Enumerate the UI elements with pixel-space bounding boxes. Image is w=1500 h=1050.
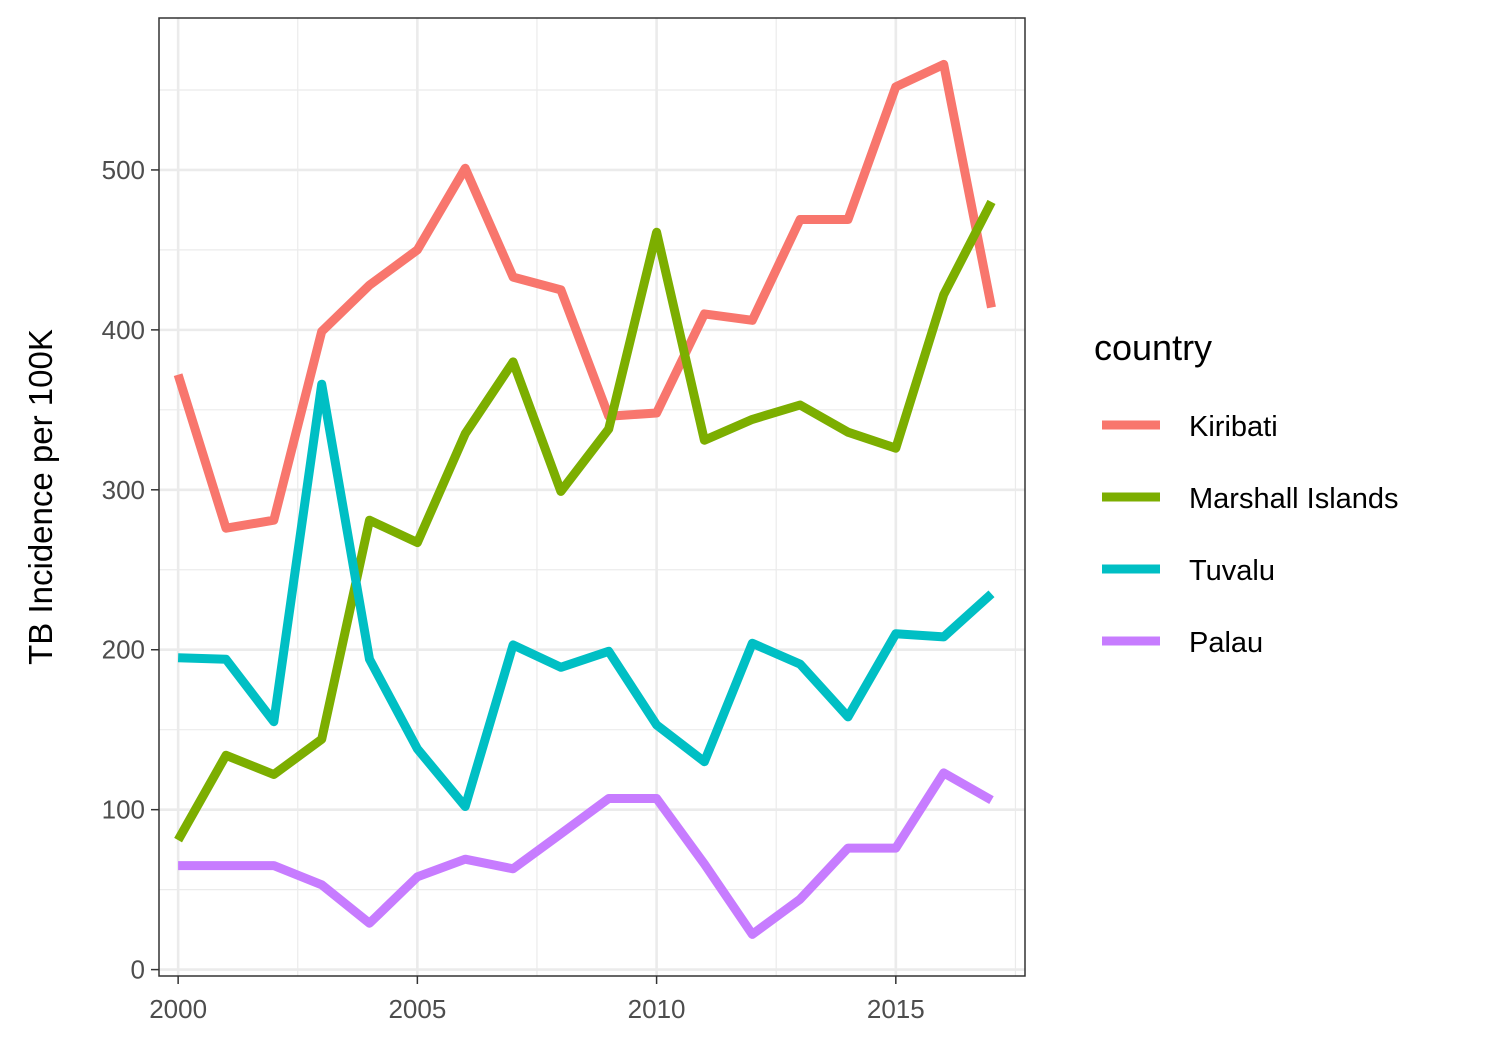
x-tick-label: 2015: [867, 994, 925, 1024]
x-tick-label: 2005: [388, 994, 446, 1024]
y-tick-label: 100: [102, 795, 145, 825]
x-tick-label: 2000: [149, 994, 207, 1024]
y-tick-label: 400: [102, 315, 145, 345]
legend-item-marshall-islands: Marshall Islands: [1102, 483, 1399, 515]
series-line-palau: [178, 768, 994, 939]
y-tick-label: 300: [102, 475, 145, 505]
series-line-kiribati: [173, 59, 996, 533]
plot-border: [158, 17, 1026, 977]
legend-items: Kiribati Marshall Islands Tuvalu Palau: [1102, 411, 1399, 659]
series-lines: [173, 59, 996, 939]
legend: country Kiribati Marshall Islands Tuvalu Pa…: [1094, 327, 1399, 659]
series-line-marshall-islands: [174, 199, 996, 843]
y-axis: 0 100 200 300 400 500: [102, 155, 159, 985]
y-tick-label: 0: [131, 955, 145, 985]
y-axis-title: TB Incidence per 100K: [22, 329, 59, 665]
legend-item-kiribati: Kiribati: [1102, 411, 1278, 443]
legend-label-kiribati: Kiribati: [1189, 411, 1278, 443]
legend-label-tuvalu: Tuvalu: [1189, 555, 1275, 587]
legend-label-marshall-islands: Marshall Islands: [1189, 483, 1399, 515]
legend-label-palau: Palau: [1189, 627, 1263, 659]
legend-item-palau: Palau: [1102, 627, 1263, 659]
x-tick-label: 2010: [628, 994, 686, 1024]
legend-title: country: [1094, 327, 1212, 368]
x-axis: 2000 2005 2010 2015: [149, 976, 925, 1024]
y-tick-label: 500: [102, 155, 145, 185]
legend-item-tuvalu: Tuvalu: [1102, 555, 1275, 587]
series-line-tuvalu: [177, 379, 995, 811]
y-tick-label: 200: [102, 635, 145, 665]
